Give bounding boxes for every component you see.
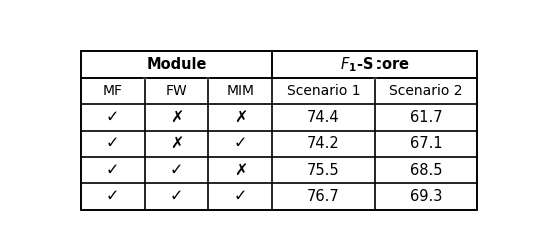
Text: Scenario 1: Scenario 1	[287, 84, 360, 98]
Text: 67.1: 67.1	[410, 136, 442, 151]
Text: ✓: ✓	[106, 189, 119, 204]
Text: ✓: ✓	[234, 136, 247, 151]
Text: MIM: MIM	[226, 84, 255, 98]
Text: ✗: ✗	[170, 110, 183, 125]
Text: ✗: ✗	[170, 136, 183, 151]
Text: $\mathbf{\mathit{F}}_{\mathbf{1}}$-Score: $\mathbf{\mathit{F}}_{\mathbf{1}}$-Score	[339, 55, 410, 74]
Text: ✗: ✗	[234, 163, 247, 178]
Text: 69.3: 69.3	[410, 189, 442, 204]
Text: 74.4: 74.4	[307, 110, 340, 125]
Text: ✓: ✓	[234, 189, 247, 204]
Text: ✓: ✓	[170, 189, 183, 204]
Text: Scenario 2: Scenario 2	[389, 84, 462, 98]
Text: Module: Module	[146, 57, 207, 72]
Text: 76.7: 76.7	[307, 189, 340, 204]
Text: ✓: ✓	[106, 136, 119, 151]
Text: 75.5: 75.5	[307, 163, 340, 178]
Text: 68.5: 68.5	[410, 163, 442, 178]
Text: MF: MF	[103, 84, 122, 98]
Text: ✓: ✓	[106, 163, 119, 178]
Text: ✓: ✓	[170, 163, 183, 178]
Text: FW: FW	[166, 84, 187, 98]
Text: 74.2: 74.2	[307, 136, 340, 151]
Text: ✗: ✗	[234, 110, 247, 125]
Text: 61.7: 61.7	[410, 110, 442, 125]
Text: ✓: ✓	[106, 110, 119, 125]
